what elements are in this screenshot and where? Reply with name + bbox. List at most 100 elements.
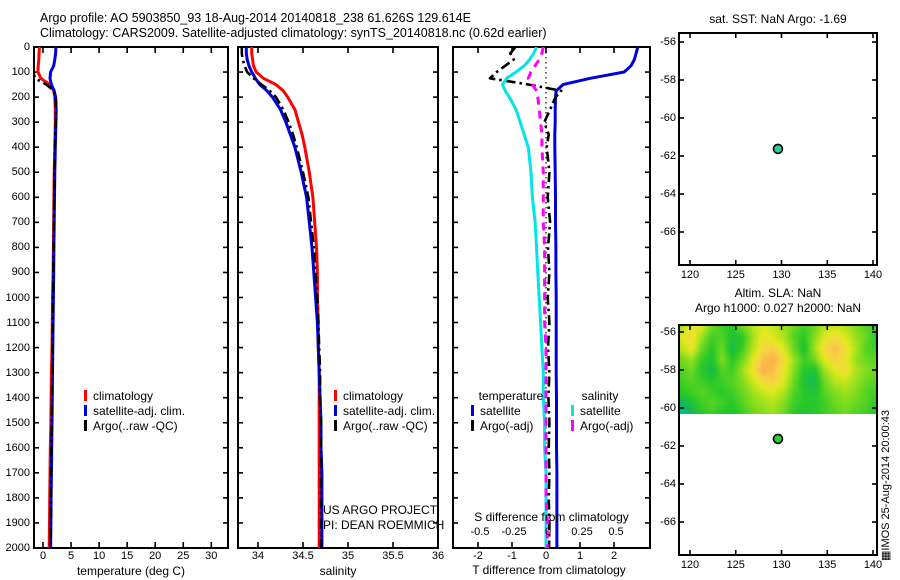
sla-map-title-line1: Altim. SLA: NaN [734,286,822,300]
depth-tick-label: 1200 [5,341,30,354]
legend-t-satellite-label: satellite [480,403,521,418]
x-tick-label: 30 [205,550,218,562]
s-tick-label: -0.5 [470,526,490,538]
legend-climatology-2: climatology [334,389,403,403]
s-argo-line-swatch [571,420,574,431]
lat-tick-label: -60 [660,112,676,124]
depth-tick-label: 200 [11,91,30,104]
depth-tick-label: 1500 [5,416,30,429]
x-tick-label: 35 [341,550,355,562]
lon-tick-label: 140 [863,559,883,571]
depth-tick-label: 1100 [6,316,30,329]
lat-tick-label: -60 [660,402,676,414]
series-climatology [250,47,321,548]
depth-tick-label: 300 [11,116,30,129]
depth-tick-label: 2000 [5,542,30,554]
depth-tick-label: 0 [23,41,30,53]
t-satellite-line-swatch [471,405,474,416]
lon-tick-label: 140 [863,269,883,281]
series-salinity-argo-adj- [526,47,549,548]
x-tick-label: -2 [473,550,483,562]
t-argo-line-swatch [471,420,474,431]
series-argo-raw-qc- [34,47,58,548]
depth-tick-label: 900 [11,266,30,279]
legend-t-argo-label: Argo(-adj) [480,418,534,433]
lat-tick-label: -64 [660,188,676,200]
legend-s-argo: Argo(-adj) [571,418,634,433]
lat-tick-label: -66 [660,516,676,528]
depth-tick-label: 700 [11,216,30,229]
legend-climatology-label: climatology [93,388,154,403]
sst-map-title: sat. SST: NaN Argo: -1.69 [709,12,847,26]
lat-tick-label: -66 [660,226,676,238]
x-tick-label: 15 [121,550,134,562]
argo-raw-line-swatch [84,420,87,431]
salinity_profile-frame [237,46,439,549]
figure-title-line1: Argo profile: AO 5903850_93 18-Aug-2014 … [40,11,471,25]
s-tick-label: 0.25 [571,526,593,538]
s-satellite-line-swatch [571,405,574,416]
legend-s-argo-label: Argo(-adj) [580,418,634,433]
figure-title-line2: Climatology: CARS2009. Satellite-adjuste… [40,26,547,40]
difference_profile-frame [452,46,651,549]
lon-tick-label: 125 [726,269,745,281]
lon-tick-label: 130 [772,559,791,571]
x-tick-label: 0 [39,550,47,562]
depth-tick-label: 500 [11,166,30,179]
series-satellite-adj-clim- [48,47,58,548]
s-tick-label: -0.25 [501,526,527,538]
x-tick-label: 34.5 [292,550,314,562]
depth-tick-label: 1000 [5,291,30,304]
x-tick-label: 2 [610,550,618,562]
lat-tick-label: -64 [660,478,676,490]
legend-satellite-clim-label: satellite-adj. clim. [93,403,186,418]
lat-tick-label: -62 [660,150,676,162]
x-tick-label: 0 [542,550,550,562]
x-tick-label: 1 [576,550,584,562]
sst_map-frame [678,32,878,266]
climatology-line-swatch [334,390,337,401]
lon-tick-label: 130 [772,269,791,281]
depth-tick-label: 1700 [5,466,30,479]
series-salinity-satellite [501,47,548,548]
depth-tick-label: 1900 [5,516,30,529]
series-temperature-argo-adj- [488,47,563,548]
legend-s-satellite: satellite [571,404,621,418]
satellite-clim-line-swatch [84,405,87,416]
sst_map-float-marker [772,143,784,155]
legend-salinity-header: salinity [581,389,619,403]
depth-tick-label: 1800 [5,491,30,504]
sla-map-title-line2: Argo h1000: 0.027 h2000: NaN [694,301,862,315]
legend-argo-raw: Argo(..raw -QC) [84,418,178,433]
depth-tick-label: 1600 [5,441,30,454]
legend-climatology: climatology [84,388,154,403]
x-tick-label: 36 [431,550,445,562]
lon-tick-label: 120 [680,559,700,571]
legend-t-argo: Argo(-adj) [471,418,534,433]
x-tick-label: 25 [177,550,190,562]
lat-tick-label: -58 [660,364,676,376]
legend-argo-raw-label: Argo(..raw -QC) [93,418,178,433]
t-difference-axis-label: T difference from climatology [472,563,626,577]
lon-tick-label: 120 [680,269,700,281]
imos-watermark: ▦IMOS 25-Aug-2014 20:00:43 [880,409,892,561]
lon-tick-label: 135 [818,559,837,571]
legend-argo-raw-label: Argo(..raw -QC) [343,418,428,433]
legend-t-satellite: satellite [471,403,521,418]
depth-tick-label: 400 [11,141,30,154]
series-satellite-adj-clim- [244,47,324,548]
temperature-axis-label: temperature (deg C) [76,564,186,578]
x-tick-label: 10 [92,550,106,562]
sla_map-float-marker [772,433,784,445]
legend-satellite-clim-2: satellite-adj. clim. [334,404,435,418]
series-temperature-satellite [553,47,640,548]
salinity-axis-label: salinity [319,564,357,578]
x-tick-label: 5 [67,550,75,562]
satellite-clim-line-swatch [334,405,337,416]
depth-tick-label: 100 [11,66,30,79]
lat-tick-label: -62 [660,440,676,452]
s-difference-axis-label: S difference from climatology [474,510,629,524]
lon-tick-label: 125 [726,559,745,571]
project-pi: PI: DEAN ROEMMICH [323,518,445,532]
